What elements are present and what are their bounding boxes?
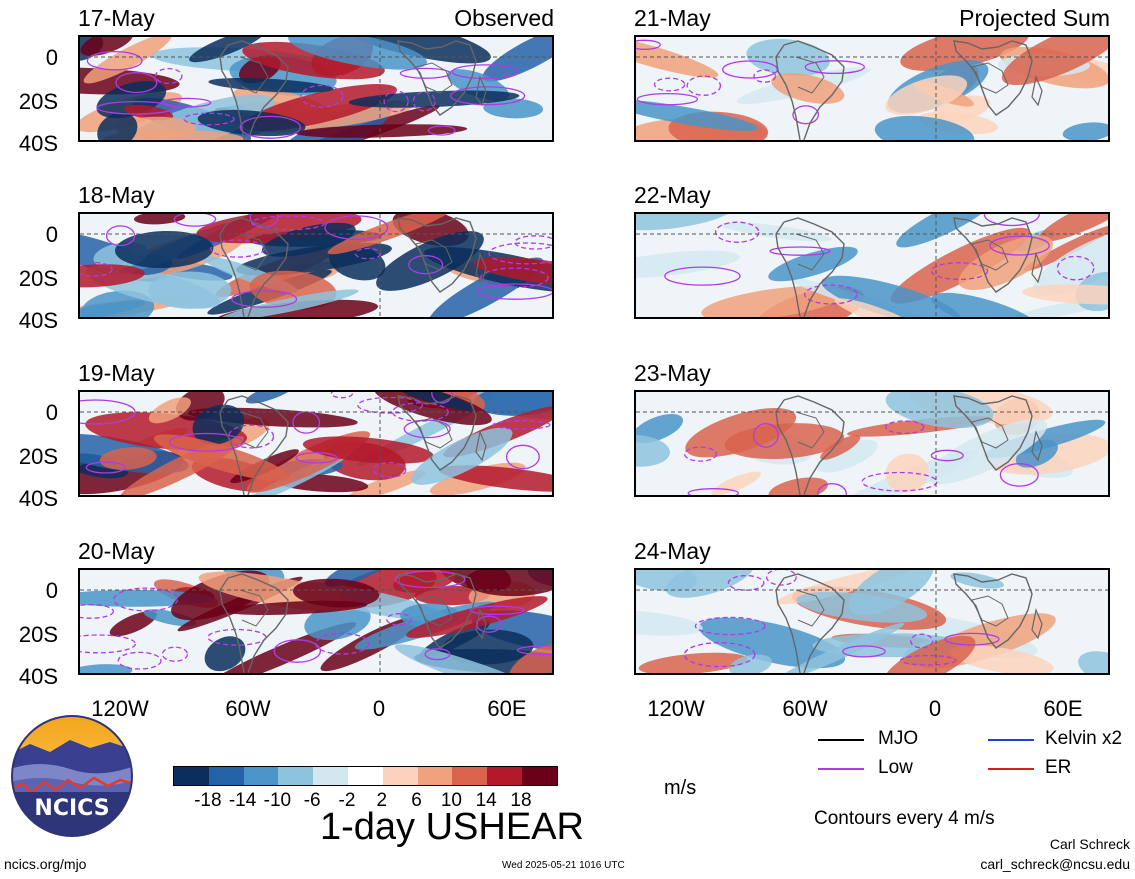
author: Carl Schreck xyxy=(1049,836,1130,852)
panel-date: 23-May xyxy=(634,360,711,386)
panel-sublabel: Projected Sum xyxy=(959,5,1110,31)
y-tick-label: 40S xyxy=(18,131,58,156)
colorbar-tick-label: 18 xyxy=(510,790,532,811)
colorbar-cell xyxy=(174,767,209,785)
colorbar-tick-label: -14 xyxy=(228,790,257,811)
colorbar-units: m/s xyxy=(664,777,697,799)
colorbar-cell xyxy=(313,767,348,785)
site-link[interactable]: ncics.org/mjo xyxy=(4,856,87,872)
colorbar-tick-label: -2 xyxy=(338,790,356,811)
legend-label-mjo: MJO xyxy=(878,728,919,749)
colorbar-cell xyxy=(208,767,244,785)
y-tick-label: 20S xyxy=(18,444,58,469)
colorbar-tick-label: -10 xyxy=(263,790,292,811)
colorbar-tick-label: 2 xyxy=(376,790,388,811)
panel-date: 22-May xyxy=(634,182,711,208)
colorbar-tick-label: 14 xyxy=(475,790,497,811)
x-tick-label: 60W xyxy=(782,696,828,721)
panel-date: 20-May xyxy=(78,538,155,564)
colorbar-tick-label: -18 xyxy=(194,790,222,811)
legend-line-kelvin xyxy=(988,739,1034,741)
x-tick-label: 0 xyxy=(928,696,942,721)
legend-line-low xyxy=(818,768,864,770)
panel-date: 24-May xyxy=(634,538,711,564)
y-tick-label: 40S xyxy=(18,486,58,511)
panel-date: 19-May xyxy=(78,360,155,386)
x-tick-label: 60E xyxy=(1043,696,1083,721)
colorbar-cell xyxy=(278,767,314,785)
map-panel xyxy=(78,390,554,497)
y-tick-label: 40S xyxy=(18,308,58,333)
map-panel xyxy=(634,212,1110,319)
y-tick-label: 0 xyxy=(45,578,58,603)
panel-date: 21-May xyxy=(634,5,711,31)
map-panel xyxy=(634,568,1110,675)
x-tick-label: 60W xyxy=(225,696,271,721)
y-tick-label: 20S xyxy=(18,266,58,291)
x-tick-label: 120W xyxy=(647,696,705,721)
colorbar-tick-label: -6 xyxy=(303,790,321,811)
colorbar-cell xyxy=(487,767,522,785)
y-tick-label: 0 xyxy=(45,400,58,425)
x-tick-label: 60E xyxy=(487,696,527,721)
colorbar xyxy=(173,766,558,786)
colorbar-cell xyxy=(417,767,453,785)
legend-line-er xyxy=(988,768,1034,770)
x-tick-label: 120W xyxy=(91,696,149,721)
legend-label-low: Low xyxy=(878,757,913,778)
y-tick-label: 40S xyxy=(18,664,58,689)
x-tick-label: 0 xyxy=(372,696,386,721)
y-tick-label: 20S xyxy=(18,622,58,647)
panel-sublabel: Observed xyxy=(454,5,554,31)
map-panel xyxy=(78,568,554,675)
map-panel xyxy=(634,35,1110,142)
logo-text: NCICS xyxy=(34,796,110,821)
map-panel xyxy=(634,390,1110,497)
map-panel xyxy=(78,35,554,142)
panel-date: 17-May xyxy=(78,5,155,31)
colorbar-cell xyxy=(521,767,557,785)
map-panel xyxy=(78,212,554,319)
y-tick-label: 20S xyxy=(18,89,58,114)
y-tick-label: 0 xyxy=(45,45,58,70)
figure-title: 1-day USHEAR xyxy=(320,806,584,848)
timestamp: Wed 2025-05-21 1016 UTC xyxy=(502,860,625,871)
legend-label-kelvin: Kelvin x2 xyxy=(1045,728,1123,749)
panel-date: 18-May xyxy=(78,182,155,208)
colorbar-cell xyxy=(347,767,383,785)
email: carl_schreck@ncsu.edu xyxy=(980,856,1130,872)
colorbar-cell xyxy=(452,767,488,785)
y-tick-label: 0 xyxy=(45,222,58,247)
colorbar-tick-label: 6 xyxy=(411,790,422,811)
legend-label-er: ER xyxy=(1045,757,1072,778)
colorbar-tick-label: 10 xyxy=(440,790,462,811)
colorbar-cell xyxy=(382,767,418,785)
contour-note: Contours every 4 m/s xyxy=(814,808,995,829)
ncics-logo: NCICS xyxy=(10,714,134,838)
colorbar-cell xyxy=(243,767,279,785)
legend-line-mjo xyxy=(818,739,864,741)
